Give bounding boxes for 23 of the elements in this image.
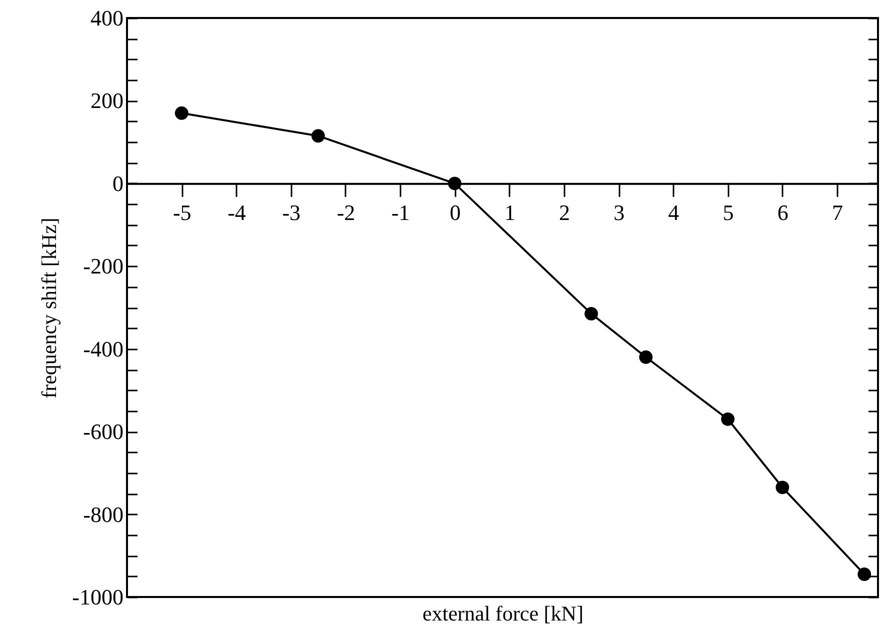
y-tick-label: 400 <box>90 6 124 30</box>
x-tick-label: 4 <box>668 200 680 225</box>
x-tick-label: -1 <box>391 200 410 225</box>
x-tick-label: -4 <box>228 200 246 225</box>
y-tick-label: -600 <box>83 419 124 444</box>
x-tick-label: 7 <box>832 200 844 225</box>
y-tick-label: -200 <box>83 254 124 279</box>
y-tick-label: -1000 <box>72 584 124 610</box>
x-tick-label: 3 <box>614 200 625 225</box>
x-tick-label: 5 <box>722 200 734 225</box>
y-tick-label: 0 <box>112 170 124 196</box>
y-tick-label: -800 <box>83 502 124 527</box>
x-tick-label: -3 <box>282 200 301 225</box>
x-tick-label: 6 <box>777 200 788 225</box>
x-tick-label: -2 <box>336 200 356 225</box>
y-axis-title: frequency shift [kHz] <box>37 218 62 398</box>
y-tick-label: -400 <box>83 336 124 362</box>
x-tick-label: 2 <box>558 200 570 225</box>
x-tick-label: -5 <box>172 200 192 225</box>
x-axis-title: external force [kN] <box>422 602 584 626</box>
y-tick-label: 200 <box>90 88 124 114</box>
x-tick-label: 0 <box>450 200 461 225</box>
x-tick-label: 1 <box>504 200 516 225</box>
